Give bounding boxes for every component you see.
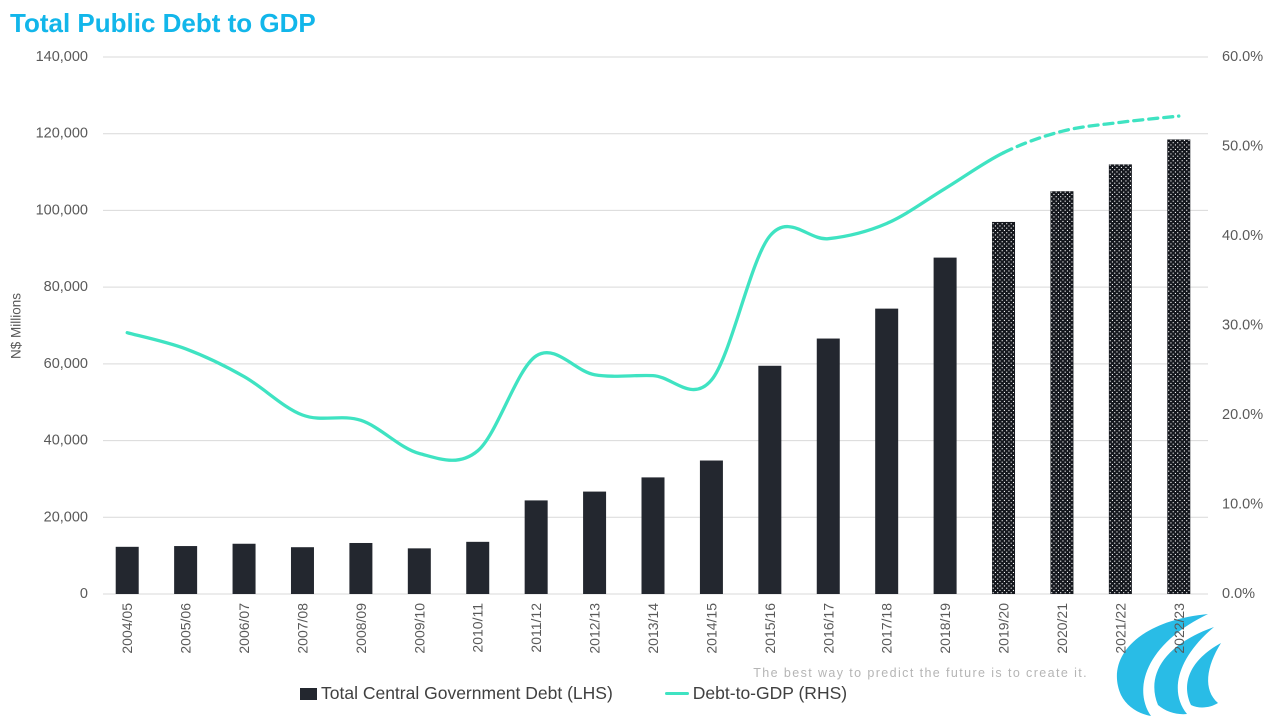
left-axis-title: N$ Millions xyxy=(9,293,24,359)
x-axis-label-2013/14: 2013/14 xyxy=(645,603,661,654)
bar-2008/09 xyxy=(349,542,373,594)
cyan-swoosh-logo-icon xyxy=(1116,614,1221,716)
bar-2009/10 xyxy=(407,548,431,594)
legend-label-line: Debt-to-GDP (RHS) xyxy=(692,683,848,703)
left-axis-tick: 0 xyxy=(80,586,88,602)
right-axis-tick: 60.0% xyxy=(1222,49,1263,65)
line-solid-actual xyxy=(125,151,1006,462)
bar-2022/23 xyxy=(1167,139,1191,595)
bar-2017/18 xyxy=(875,308,899,594)
bar-2020/21 xyxy=(1050,191,1074,594)
line-dashed-projection xyxy=(1001,114,1181,155)
chart-legend: Total Central Government Debt (LHS) Debt… xyxy=(300,683,847,704)
left-axis-tick: 60,000 xyxy=(44,356,88,372)
bar-2006/07 xyxy=(232,543,256,594)
x-axis-label-2010/11: 2010/11 xyxy=(470,603,486,653)
legend-item-bar-series: Total Central Government Debt (LHS) xyxy=(300,683,613,704)
axis-labels: 0 20,000 40,000 60,000 80,000 100,000 120,000 1… xyxy=(9,49,1264,654)
bar-swatch-icon xyxy=(300,687,317,700)
bar-series-debt xyxy=(115,139,1191,595)
bar-2007/08 xyxy=(290,547,314,594)
left-axis-tick: 100,000 xyxy=(36,202,88,218)
bar-2013/14 xyxy=(641,477,665,594)
right-axis-tick: 10.0% xyxy=(1222,497,1263,513)
left-axis-tick: 120,000 xyxy=(36,126,88,142)
bar-2010/11 xyxy=(466,541,490,594)
right-axis-tick: 20.0% xyxy=(1222,407,1263,423)
x-axis-label-2009/10: 2009/10 xyxy=(411,603,427,654)
bar-2016/17 xyxy=(816,338,840,594)
x-axis-label-2005/06: 2005/06 xyxy=(178,603,194,654)
bar-2014/15 xyxy=(699,460,723,594)
left-axis-tick: 140,000 xyxy=(36,49,88,65)
left-axis-tick: 20,000 xyxy=(44,509,88,525)
right-axis-tick: 30.0% xyxy=(1222,318,1263,334)
bar-2004/05 xyxy=(115,546,139,594)
x-axis-label-2011/12: 2011/12 xyxy=(528,603,544,653)
bar-2012/13 xyxy=(583,491,607,594)
x-axis-label-2022/23: 2022/23 xyxy=(1171,603,1187,654)
bar-2011/12 xyxy=(524,500,548,594)
line-swatch-icon xyxy=(664,691,689,696)
left-axis-tick: 40,000 xyxy=(44,433,88,449)
bar-2015/16 xyxy=(758,365,782,594)
company-tagline: The best way to predict the future is to… xyxy=(753,666,1088,680)
gridlines xyxy=(103,56,1208,595)
x-axis-label-2021/22: 2021/22 xyxy=(1112,603,1128,654)
x-axis-label-2016/17: 2016/17 xyxy=(820,603,836,654)
legend-label-bar: Total Central Government Debt (LHS) xyxy=(321,683,613,703)
line-series-debt-to-gdp xyxy=(125,114,1181,462)
x-axis-label-2018/19: 2018/19 xyxy=(937,603,953,654)
x-axis-label-2006/07: 2006/07 xyxy=(236,603,252,654)
legend-item-line-series: Debt-to-GDP (RHS) xyxy=(664,683,848,704)
x-axis-label-2020/21: 2020/21 xyxy=(1054,603,1070,654)
left-axis-tick: 80,000 xyxy=(44,279,88,295)
right-axis-tick: 50.0% xyxy=(1222,139,1263,155)
bar-2018/19 xyxy=(933,257,957,594)
right-axis-tick: 0.0% xyxy=(1222,586,1255,602)
x-axis-label-2004/05: 2004/05 xyxy=(119,603,135,654)
x-axis-label-2017/18: 2017/18 xyxy=(879,603,895,654)
x-axis-label-2014/15: 2014/15 xyxy=(703,603,719,654)
bar-2005/06 xyxy=(174,546,198,594)
x-axis-label-2008/09: 2008/09 xyxy=(353,603,369,654)
right-axis-tick: 40.0% xyxy=(1222,228,1263,244)
bar-2021/22 xyxy=(1108,164,1132,594)
page-title: Total Public Debt to GDP xyxy=(10,8,316,38)
x-axis-label-2007/08: 2007/08 xyxy=(294,603,310,654)
bar-2019/20 xyxy=(992,221,1016,594)
x-axis-label-2012/13: 2012/13 xyxy=(587,603,603,654)
x-axis-label-2019/20: 2019/20 xyxy=(996,603,1012,654)
x-axis-label-2015/16: 2015/16 xyxy=(762,603,778,654)
